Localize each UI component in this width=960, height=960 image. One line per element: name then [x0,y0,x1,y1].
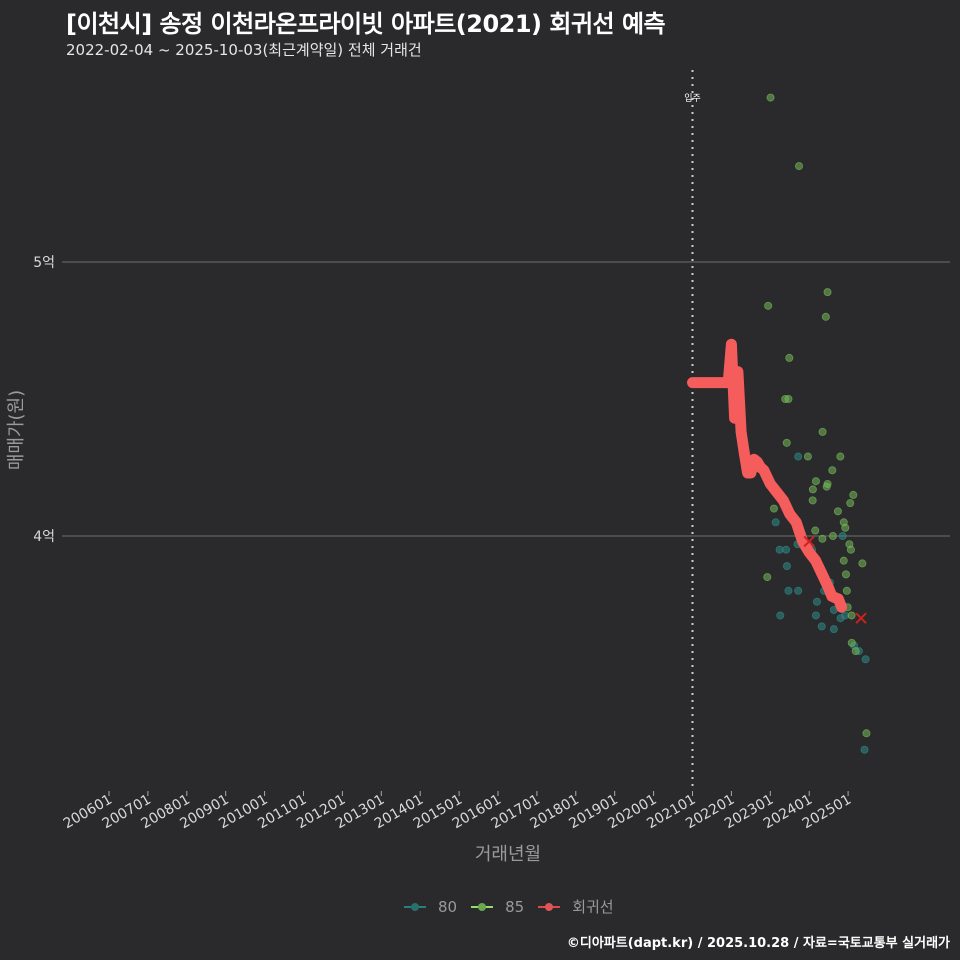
data-point [822,482,831,491]
data-point [828,532,837,541]
legend-item-regression[interactable]: 회귀선 [538,896,614,917]
data-point [766,93,775,102]
data-point [847,638,856,647]
predicted-markers [803,535,867,624]
data-point [839,556,848,565]
data-point [811,611,820,620]
regression-path [687,338,848,613]
data-point [808,496,817,505]
data-point [846,499,855,508]
legend-label-regression: 회귀선 [572,898,614,916]
data-point [818,427,827,436]
data-point [794,586,803,595]
y-axis: 4억 5억 [33,255,55,545]
data-point [763,573,772,582]
data-point [829,625,838,634]
data-point [782,562,791,571]
legend-key-regression-icon [538,900,561,914]
y-tick-label: 5억 [33,255,55,271]
data-point [764,301,773,310]
x-axis: 2006012007012008012009012010012011012012… [61,791,854,832]
data-point [847,611,856,620]
grid-lines [62,261,950,537]
legend-label-85: 85 [505,897,525,916]
data-point [821,312,830,321]
legend-item-85[interactable]: 85 [471,898,524,916]
data-point [782,545,791,554]
data-point [851,647,860,656]
data-point [849,490,858,499]
data-point [858,559,867,568]
data-point [838,532,847,541]
data-point [823,288,832,297]
data-point [776,611,785,620]
move-in-label: 입주 [684,92,701,104]
data-point [860,745,869,754]
y-axis-label: 매매가(원) [6,390,27,470]
x-axis-label: 거래년월 [475,844,541,865]
data-point [841,570,850,579]
chart-subtitle: 2022-02-04 ~ 2025-10-03(최근계약일) 전체 거래건 [66,41,422,59]
data-point [812,597,821,606]
x-marker-icon [855,612,867,624]
data-point [862,729,871,738]
regression-line [687,338,848,613]
legend-item-80[interactable]: 80 [404,898,457,916]
data-point [833,507,842,516]
legend-key-80-icon [404,900,426,914]
chart-title: [이천시] 송정 이천라온프라이빗 아파트(2021) 회귀선 예측 [66,10,666,38]
data-point [795,162,804,171]
legend-label-80: 80 [438,897,458,916]
footer-credit: ©디아파트(dapt.kr) / 2025.10.28 / 자료=국토교통부 실… [566,936,950,951]
data-point [861,655,870,664]
legend: 80 85 회귀선 [404,896,620,917]
data-point [841,523,850,532]
data-point [828,466,837,475]
data-point [836,452,845,461]
data-point [769,504,778,513]
data-point [808,485,817,494]
data-point [784,586,793,595]
data-point [811,477,820,486]
data-point [842,586,851,595]
data-point [785,353,794,362]
data-point [794,452,803,461]
series-85-points [763,93,871,738]
data-point [782,438,791,447]
data-point [784,394,793,403]
x-marker-icon [803,535,815,548]
data-point [803,452,812,461]
legend-key-85-icon [471,900,494,914]
data-point [846,545,855,554]
data-point [771,518,780,527]
data-point [818,534,827,543]
move-in-annotation: 입주 [684,70,701,790]
y-tick-label: 4억 [33,529,55,545]
data-point [817,622,826,631]
data-point [811,526,820,535]
